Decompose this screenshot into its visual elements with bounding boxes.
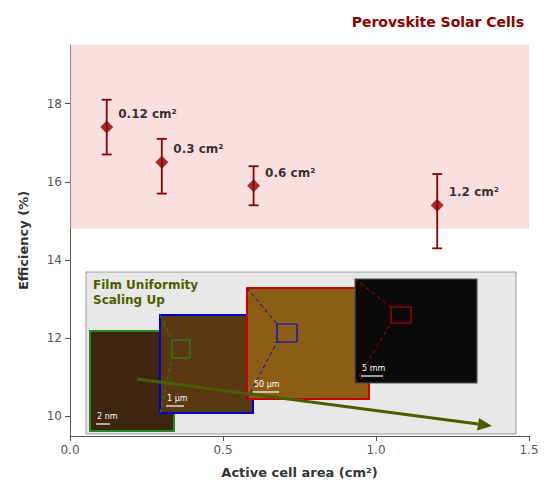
svg-text:14: 14 xyxy=(47,253,62,267)
svg-text:1.2 cm²: 1.2 cm² xyxy=(449,185,499,199)
svg-text:0.3 cm²: 0.3 cm² xyxy=(173,142,223,156)
svg-text:0.12 cm²: 0.12 cm² xyxy=(118,107,177,121)
svg-text:5 mm: 5 mm xyxy=(362,364,385,373)
svg-text:1 μm: 1 μm xyxy=(167,394,188,403)
svg-text:Film Uniformity: Film Uniformity xyxy=(93,278,198,292)
svg-text:0.6 cm²: 0.6 cm² xyxy=(265,166,315,180)
svg-text:12: 12 xyxy=(47,331,62,345)
svg-text:Scaling Up: Scaling Up xyxy=(93,293,165,307)
svg-text:10: 10 xyxy=(47,409,62,423)
svg-text:Perovskite Solar Cells: Perovskite Solar Cells xyxy=(352,14,524,30)
svg-text:2 nm: 2 nm xyxy=(97,412,118,421)
svg-text:1.5: 1.5 xyxy=(519,443,538,457)
svg-text:16: 16 xyxy=(47,175,62,189)
svg-text:50 μm: 50 μm xyxy=(254,380,280,389)
svg-text:18: 18 xyxy=(47,97,62,111)
svg-text:0.5: 0.5 xyxy=(213,443,232,457)
svg-text:Active cell area (cm²): Active cell area (cm²) xyxy=(221,465,377,480)
svg-text:Efficiency (%): Efficiency (%) xyxy=(16,191,31,290)
svg-text:1.0: 1.0 xyxy=(366,443,385,457)
svg-text:0.0: 0.0 xyxy=(60,443,79,457)
